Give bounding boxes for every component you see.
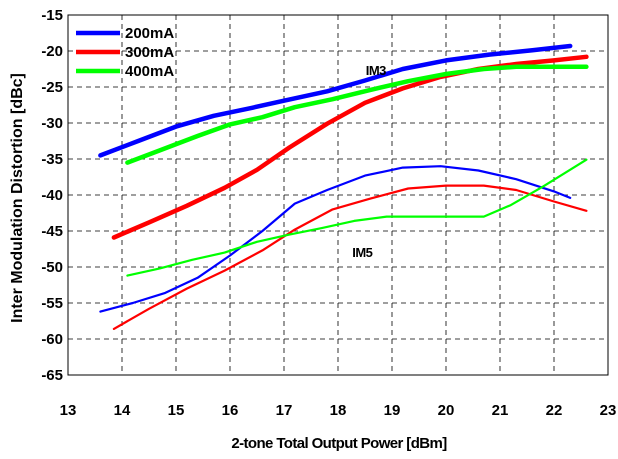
legend-label: 400mA xyxy=(125,63,174,80)
legend-label: 200mA xyxy=(125,25,174,42)
y-tick-label: -45 xyxy=(41,223,63,240)
x-tick-label: 18 xyxy=(330,402,347,419)
y-tick-label: -15 xyxy=(41,7,63,24)
x-tick-label: 19 xyxy=(384,402,401,419)
y-tick-label: -55 xyxy=(41,295,63,312)
y-tick-label: -60 xyxy=(41,331,63,348)
y-tick-label: -65 xyxy=(41,367,63,384)
plot-frame xyxy=(67,14,609,376)
y-tick-label: -20 xyxy=(41,43,63,60)
x-tick-label: 14 xyxy=(114,402,131,419)
series-line-im3-300ma xyxy=(111,54,589,240)
series-layer xyxy=(98,43,589,330)
x-tick-label: 13 xyxy=(60,402,77,419)
x-tick-label: 15 xyxy=(168,402,185,419)
y-tick-label: -35 xyxy=(41,151,63,168)
series-line-im3-200ma xyxy=(98,43,573,158)
x-tick-label: 21 xyxy=(492,402,509,419)
series-line-im5-300ma xyxy=(112,184,588,330)
x-tick-label: 17 xyxy=(276,402,293,419)
y-tick-label: -30 xyxy=(41,115,63,132)
x-tick-label: 20 xyxy=(438,402,455,419)
annotations: IM3 IM5 xyxy=(352,63,386,260)
y-axis-label: Inter Modulation Distortion [dBc] xyxy=(9,73,26,323)
x-tick-label: 16 xyxy=(222,402,239,419)
y-tick-label: -50 xyxy=(41,259,63,276)
annotation-im3: IM3 xyxy=(366,63,386,78)
y-tick-label: -25 xyxy=(41,79,63,96)
series-line-im5-400ma xyxy=(126,158,588,277)
x-tick-label: 22 xyxy=(546,402,563,419)
series-line-im3-400ma xyxy=(125,64,589,165)
grid xyxy=(68,15,608,375)
x-tick-label: 23 xyxy=(600,402,617,419)
y-tick-label: -40 xyxy=(41,187,63,204)
tick-labels: 13 14 15 16 17 18 19 20 21 22 23 -15 -20 -25 -30 -35 -40… xyxy=(41,7,616,419)
legend: 200mA 300mA 400mA xyxy=(76,25,174,80)
legend-label: 300mA xyxy=(125,44,174,61)
series-line-im5-200ma xyxy=(99,165,572,313)
annotation-im5: IM5 xyxy=(352,245,372,260)
x-axis-label: 2-tone Total Output Power [dBm] xyxy=(231,435,447,452)
